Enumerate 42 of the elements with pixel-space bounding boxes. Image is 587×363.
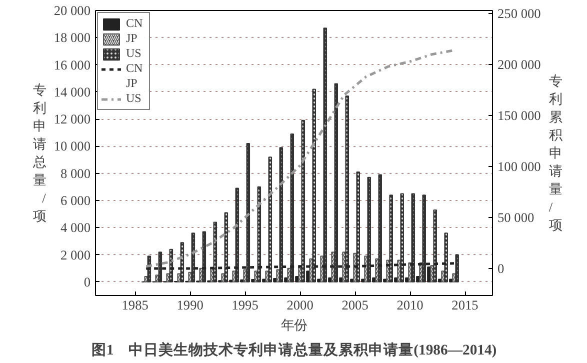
y2-tick-label: 200 000 — [498, 57, 542, 72]
y-tick-label: 18 000 — [54, 30, 91, 46]
y2-tick-label: 150 000 — [498, 108, 542, 124]
bar — [317, 278, 321, 282]
legend-label: US — [126, 46, 142, 61]
y2-tick-label: 250 000 — [498, 6, 542, 22]
y2-tick-label: 50 000 — [498, 210, 534, 225]
y2-tick-label: 100 000 — [498, 159, 542, 174]
y-tick-label: 16 000 — [54, 57, 91, 72]
bar — [350, 278, 354, 282]
x-tick-label: 2015 — [452, 298, 479, 312]
x-tick-label: 1985 — [122, 298, 149, 312]
bar — [262, 278, 266, 282]
y-tick-label: 10 000 — [54, 138, 91, 154]
x-tick-label: 1990 — [176, 298, 204, 312]
bar — [383, 278, 387, 282]
y-tick-label: 6 000 — [60, 193, 91, 208]
bar — [361, 278, 365, 282]
x-tick-label: 2005 — [342, 298, 369, 312]
x-tick-label: 2000 — [286, 298, 314, 312]
legend-label: US — [126, 91, 142, 106]
y-axis-title: 专利申请总量/项 — [32, 82, 46, 224]
line-series — [144, 49, 456, 268]
y-tick-label: 0 — [84, 274, 91, 290]
y-tick-label: 4 000 — [60, 220, 91, 236]
bar — [449, 278, 453, 282]
legend-label: CN — [126, 61, 144, 76]
y-tick-label: 20 000 — [54, 3, 91, 18]
y-tick-label: 2 000 — [60, 247, 91, 262]
annotation: JP — [126, 76, 138, 91]
x-axis-title: 年份 — [281, 318, 307, 332]
y2-tick-label: 0 — [498, 260, 504, 276]
y-tick-label: 12 000 — [54, 112, 91, 127]
y-tick-label: 14 000 — [54, 84, 91, 100]
legend-label: JP — [126, 31, 138, 46]
y-tick-label: 8 000 — [60, 166, 91, 181]
text: 图1 中日美生物技术专利申请总量及累积申请量(1986—2014) — [91, 340, 497, 358]
legend-label: CN — [126, 16, 144, 31]
text: 专利累积申请量/项 — [548, 74, 562, 232]
x-tick-label: 1995 — [232, 298, 259, 312]
x-tick-label: 2010 — [396, 298, 424, 312]
bar — [438, 278, 442, 282]
